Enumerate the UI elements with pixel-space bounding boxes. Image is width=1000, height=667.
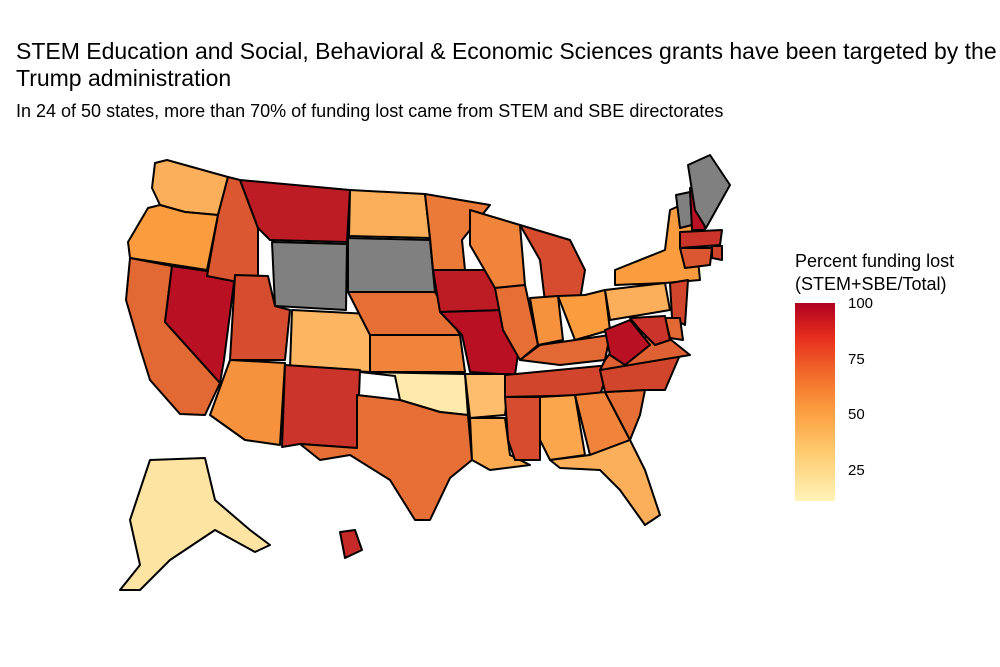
state-ks xyxy=(369,334,466,373)
legend-tick-mark xyxy=(836,415,842,416)
state-ct xyxy=(679,247,713,269)
legend-title-line2: (STEM+SBE/Total) xyxy=(795,274,947,294)
state-la xyxy=(469,417,531,471)
state-wy xyxy=(271,241,348,311)
map-title: STEM Education and Social, Behavioral & … xyxy=(16,38,997,91)
state-mt xyxy=(239,179,351,243)
state-sd xyxy=(347,237,436,293)
legend-title: Percent funding lost (STEM+SBE/Total) xyxy=(795,250,954,296)
state-ri xyxy=(711,245,723,261)
legend-tick-label-100: 100 xyxy=(848,295,874,312)
legend-color-bar xyxy=(795,303,835,501)
state-tx xyxy=(299,394,473,521)
state-az xyxy=(209,359,286,446)
legend-tick-label-50: 50 xyxy=(848,406,865,423)
legend-tick-mark xyxy=(836,304,842,305)
state-nj xyxy=(669,279,689,326)
legend-tick-mark xyxy=(836,471,842,472)
state-fl xyxy=(549,439,661,526)
state-ak xyxy=(119,457,271,591)
map-subtitle: In 24 of 50 states, more than 70% of fun… xyxy=(16,101,724,121)
state-co xyxy=(289,309,371,373)
legend-tick-label-75: 75 xyxy=(848,351,865,368)
legend-tick-label-25: 25 xyxy=(848,462,865,479)
state-ms xyxy=(504,396,541,461)
state-hi xyxy=(339,529,363,559)
state-oh xyxy=(557,289,611,341)
legend-tick-mark xyxy=(836,360,842,361)
state-in xyxy=(529,295,564,346)
state-mi xyxy=(519,224,586,303)
state-nd xyxy=(348,189,431,239)
state-pa xyxy=(604,282,671,321)
state-or xyxy=(127,204,219,271)
legend-title-line1: Percent funding lost xyxy=(795,251,955,271)
us-choropleth-map xyxy=(119,154,731,591)
state-wv xyxy=(604,319,651,366)
state-me xyxy=(687,154,731,229)
state-md xyxy=(629,315,671,346)
state-ar xyxy=(464,373,511,419)
state-nm xyxy=(281,364,361,449)
